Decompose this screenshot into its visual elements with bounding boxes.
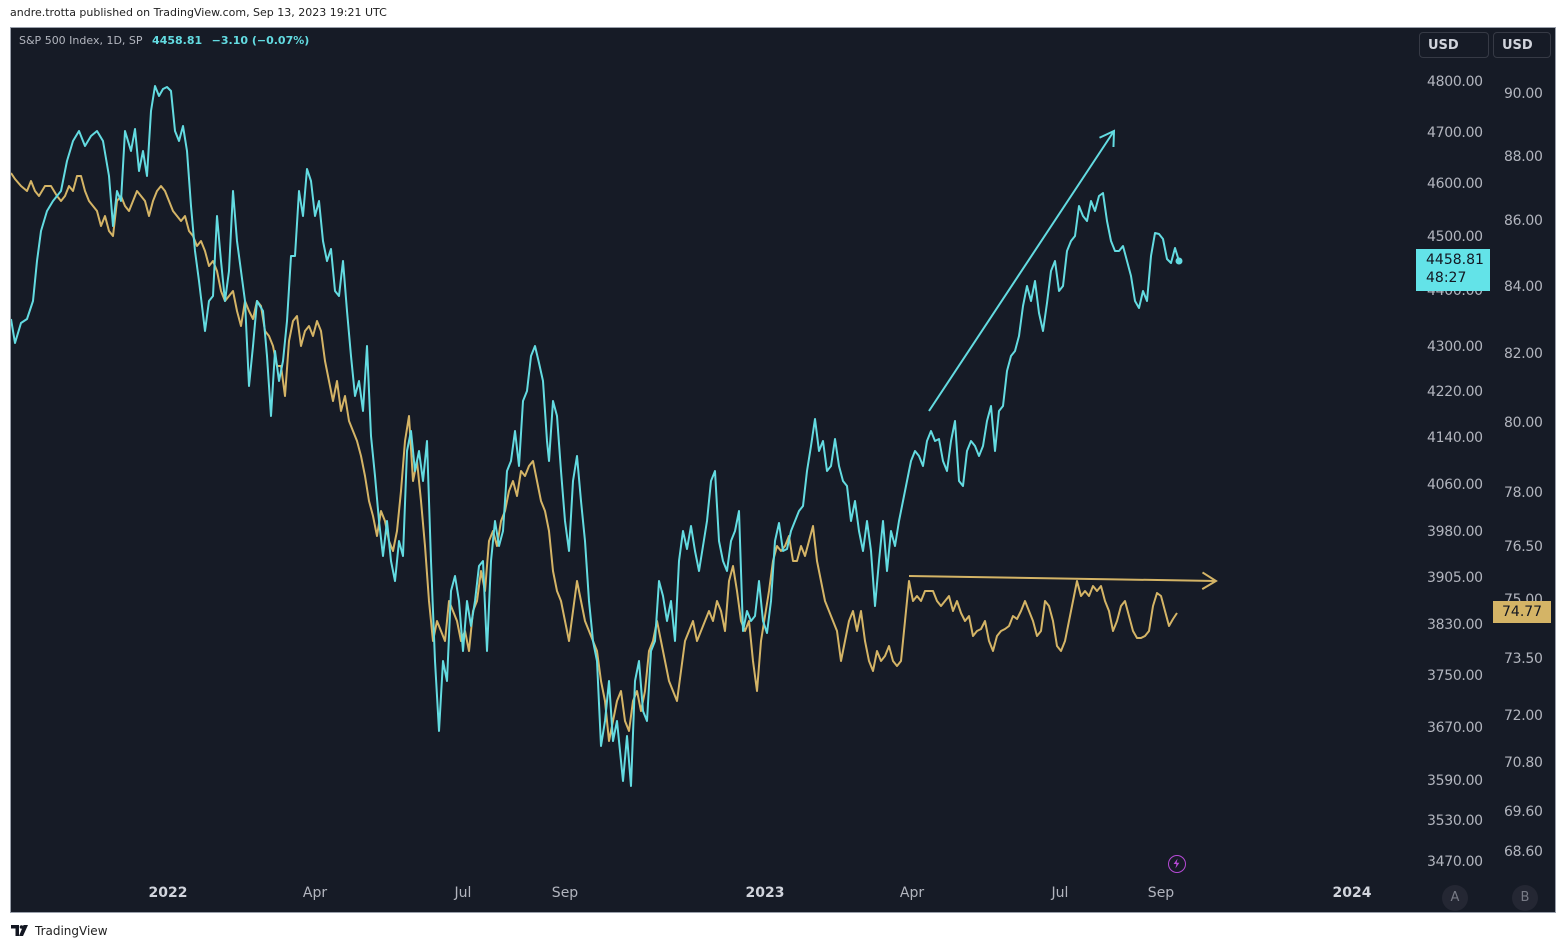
spx-price-badge: 4458.81 48:27 <box>1416 249 1490 291</box>
right-axis-tick-4: 82.00 <box>1504 346 1543 362</box>
chart-pane[interactable]: S&P 500 Index, 1D, SP 4458.81 −3.10 (−0.… <box>10 27 1556 913</box>
left-axis-tick-12: 3750.00 <box>1427 668 1483 684</box>
right-axis-tick-13: 68.60 <box>1504 844 1543 860</box>
right-axis-tick-0: 90.00 <box>1504 86 1543 102</box>
left-axis-tick-0: 4800.00 <box>1427 74 1483 90</box>
time-tick-7: Sep <box>1147 885 1175 901</box>
last-price: 4458.81 <box>152 34 203 47</box>
drawing-annotations <box>908 129 1218 591</box>
price-change: −3.10 (−0.07%) <box>211 34 310 47</box>
bar-countdown: 48:27 <box>1426 270 1467 286</box>
arrowhead-icon <box>1201 571 1218 591</box>
right-axis-tick-1: 88.00 <box>1504 149 1543 165</box>
right-axis-tick-10: 72.00 <box>1504 708 1543 724</box>
left-axis-tick-15: 3530.00 <box>1427 813 1483 829</box>
trend-arrow-1[interactable] <box>928 130 1115 412</box>
right-axis-tick-3: 84.00 <box>1504 279 1543 295</box>
left-scale-currency-button[interactable]: USD <box>1419 32 1489 58</box>
right-axis-tick-5: 80.00 <box>1504 415 1543 431</box>
time-tick-5: Apr <box>899 885 925 901</box>
symbol-label: S&P 500 Index, 1D, SP <box>19 34 143 47</box>
brand-name: TradingView <box>35 924 108 938</box>
right-axis-tick-2: 86.00 <box>1504 213 1543 229</box>
time-tick-8: 2024 <box>1332 885 1372 901</box>
chart-plot-area[interactable] <box>11 28 1557 914</box>
right-axis-tick-12: 69.60 <box>1504 804 1543 820</box>
left-axis-tick-6: 4220.00 <box>1427 384 1483 400</box>
publication-info: andre.trotta published on TradingView.co… <box>10 6 387 19</box>
time-tick-3: Sep <box>551 885 579 901</box>
last-value-dot <box>1175 257 1183 265</box>
left-axis-tick-11: 3830.00 <box>1427 617 1483 633</box>
arrowhead-icon <box>1099 129 1116 148</box>
right-scale-currency-button[interactable]: USD <box>1493 32 1551 58</box>
tradingview-logo-icon <box>11 925 28 936</box>
time-tick-1: Apr <box>302 885 328 901</box>
lightning-bolt-icon[interactable] <box>1168 855 1186 873</box>
left-axis-tick-1: 4700.00 <box>1427 125 1483 141</box>
left-axis-tick-13: 3670.00 <box>1427 720 1483 736</box>
time-tick-0: 2022 <box>148 885 188 901</box>
second-series-line <box>11 172 1178 742</box>
tradingview-logo[interactable]: TradingView <box>11 924 108 938</box>
auto-scale-button-a[interactable]: A <box>1442 885 1468 911</box>
time-tick-6: Jul <box>1051 885 1069 901</box>
trend-arrow-2[interactable] <box>908 575 1217 582</box>
time-tick-4: 2023 <box>745 885 785 901</box>
spx-series-line <box>11 85 1180 787</box>
right-axis-tick-7: 76.50 <box>1504 539 1543 555</box>
right-axis-tick-11: 70.80 <box>1504 755 1543 771</box>
left-axis-tick-8: 4060.00 <box>1427 477 1483 493</box>
left-axis-tick-16: 3470.00 <box>1427 854 1483 870</box>
left-axis-tick-5: 4300.00 <box>1427 339 1483 355</box>
left-axis-tick-9: 3980.00 <box>1427 524 1483 540</box>
second-series-price-badge: 74.77 <box>1493 601 1551 623</box>
left-axis-tick-14: 3590.00 <box>1427 773 1483 789</box>
series-legend: S&P 500 Index, 1D, SP 4458.81 −3.10 (−0.… <box>19 34 309 47</box>
left-axis-tick-7: 4140.00 <box>1427 430 1483 446</box>
time-tick-2: Jul <box>454 885 472 901</box>
auto-scale-button-b[interactable]: B <box>1512 885 1538 911</box>
right-axis-tick-9: 73.50 <box>1504 651 1543 667</box>
left-axis-tick-10: 3905.00 <box>1427 570 1483 586</box>
right-axis-tick-6: 78.00 <box>1504 485 1543 501</box>
left-axis-tick-2: 4600.00 <box>1427 176 1483 192</box>
spx-badge-price: 4458.81 <box>1426 252 1484 268</box>
left-axis-tick-3: 4500.00 <box>1427 229 1483 245</box>
